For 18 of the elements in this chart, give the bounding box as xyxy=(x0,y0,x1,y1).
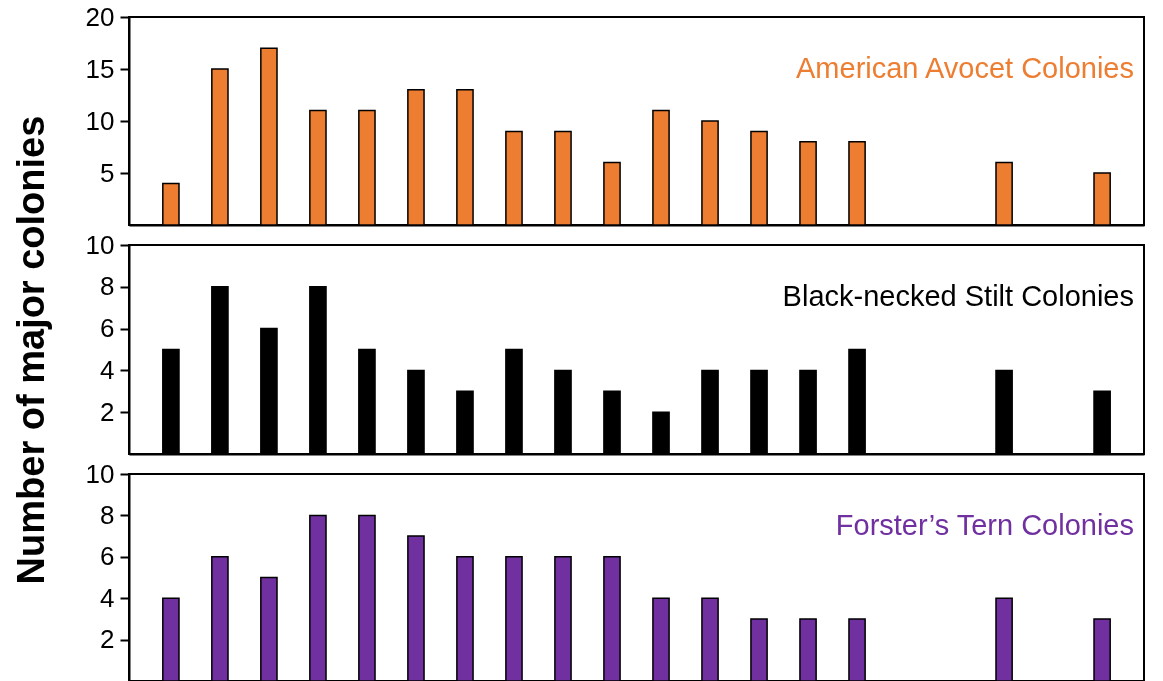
y-tick-label: 10 xyxy=(85,105,115,136)
y-tick-label: 8 xyxy=(100,271,115,302)
y-tick-label: 5 xyxy=(100,157,115,188)
y-tick-label: 8 xyxy=(100,499,115,530)
y-tick-label: 15 xyxy=(85,53,115,84)
text: Black-necked Stilt Colonies xyxy=(782,280,1134,312)
y-axis-title: Number of major colonies xyxy=(9,115,52,585)
y-tick-label: 4 xyxy=(100,354,115,385)
y-tick-label: 10 xyxy=(85,458,115,489)
y-tick-label: 20 xyxy=(85,1,115,32)
series-label: American Avocet Colonies xyxy=(796,52,1134,84)
y-tick-label: 2 xyxy=(100,624,115,655)
y-tick-label: 6 xyxy=(100,313,115,344)
text: Forster’s Tern Colonies xyxy=(835,509,1134,541)
y-tick-label: 2 xyxy=(100,396,115,427)
y-tick-label: 6 xyxy=(100,541,115,572)
y-tick-label: 10 xyxy=(85,229,115,260)
y-tick-label: 4 xyxy=(100,582,115,613)
